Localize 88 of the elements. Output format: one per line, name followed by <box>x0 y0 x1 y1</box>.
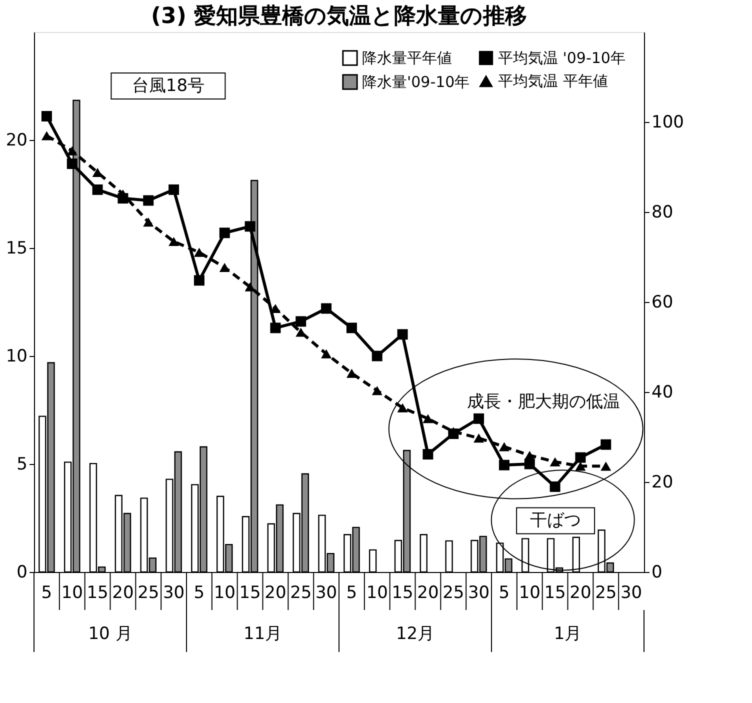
y-tick-label: 0 <box>16 562 28 582</box>
x-tick-label: 30 <box>620 583 642 603</box>
y2-tick-label: 0 <box>652 562 662 582</box>
point <box>219 262 230 272</box>
annotation: 干ばつ <box>530 510 582 531</box>
y-tick-label: 10 <box>6 346 28 366</box>
x-tick-label: 5 <box>498 583 510 603</box>
point <box>422 414 434 424</box>
point <box>372 386 382 396</box>
point <box>270 304 281 314</box>
x-tick-label: 30 <box>315 583 338 603</box>
point <box>600 439 612 450</box>
point <box>474 413 484 424</box>
point <box>498 460 510 470</box>
y-tick-label: 15 <box>6 238 28 258</box>
y-tick-label: 20 <box>6 130 28 150</box>
y2-tick-label: 20 <box>652 472 674 492</box>
point <box>270 322 281 334</box>
point <box>397 403 408 412</box>
text: 12月 <box>396 624 435 644</box>
text: 11月 <box>243 624 282 644</box>
point <box>600 462 612 471</box>
legend-label: 降水量'09-10年 <box>362 73 470 91</box>
x-tick-label: 10 <box>61 583 83 603</box>
y2-tick-label: 100 <box>652 112 684 132</box>
point <box>321 303 332 314</box>
point <box>524 458 535 470</box>
point <box>41 131 52 140</box>
legend-label: 平均気温 '09-10年 <box>498 49 626 67</box>
point <box>168 236 180 246</box>
x-tick-label: 20 <box>417 583 439 603</box>
x-tick-label: 25 <box>138 583 160 603</box>
point <box>41 110 52 122</box>
legend-label: 降水量平年値 <box>362 49 452 67</box>
point <box>321 349 332 358</box>
x-tick-label: 20 <box>264 583 286 603</box>
point <box>168 184 180 195</box>
x-tick-label: 5 <box>41 583 52 603</box>
point <box>346 322 357 334</box>
point <box>498 442 510 452</box>
annotation: 成長・肥大期の低温 <box>466 392 620 412</box>
x-tick-label: 20 <box>570 583 592 603</box>
text: 10 月 <box>88 624 132 644</box>
point <box>474 434 484 443</box>
point <box>397 329 408 340</box>
point <box>219 228 230 238</box>
x-tick-label: 25 <box>595 583 617 603</box>
point <box>92 184 103 195</box>
x-tick-label: 15 <box>86 583 108 603</box>
point <box>575 452 586 463</box>
annotation: 台風18号 <box>132 76 205 96</box>
point <box>422 449 434 460</box>
point <box>372 350 382 362</box>
x-tick-label: 15 <box>239 583 261 603</box>
y-tick-label: 5 <box>16 454 28 474</box>
point <box>143 195 154 206</box>
point <box>244 282 256 292</box>
x-tick-label: 5 <box>194 583 205 603</box>
y2-tick-label: 80 <box>652 202 674 222</box>
point <box>296 316 306 327</box>
y2-tick-label: 40 <box>652 382 674 402</box>
x-tick-label: 10 <box>366 583 388 603</box>
x-tick-label: 25 <box>442 583 464 603</box>
x-tick-label: 30 <box>162 583 185 603</box>
x-tick-label: 15 <box>392 583 414 603</box>
x-tick-label: 25 <box>290 583 312 603</box>
point <box>244 221 256 232</box>
point <box>194 248 204 257</box>
x-tick-label: 20 <box>112 583 134 603</box>
x-tick-label: 30 <box>468 583 490 603</box>
legend-label: 平均気温 平年値 <box>498 72 608 90</box>
point <box>448 427 459 436</box>
x-tick-label: 5 <box>346 583 358 603</box>
text: 1月 <box>554 624 582 644</box>
chart-title: (3) 愛知県豊橋の気温と降水量の推移 <box>150 4 528 29</box>
point <box>550 457 560 466</box>
y2-tick-label: 60 <box>652 292 674 312</box>
point <box>575 462 586 471</box>
point <box>550 481 560 492</box>
x-tick-label: 10 <box>518 583 540 603</box>
point <box>194 275 204 286</box>
point <box>524 450 535 460</box>
x-tick-label: 10 <box>214 583 236 603</box>
x-tick-label: 15 <box>544 583 566 603</box>
point <box>66 146 78 156</box>
point <box>346 368 357 378</box>
point <box>143 218 154 227</box>
point <box>66 158 78 170</box>
